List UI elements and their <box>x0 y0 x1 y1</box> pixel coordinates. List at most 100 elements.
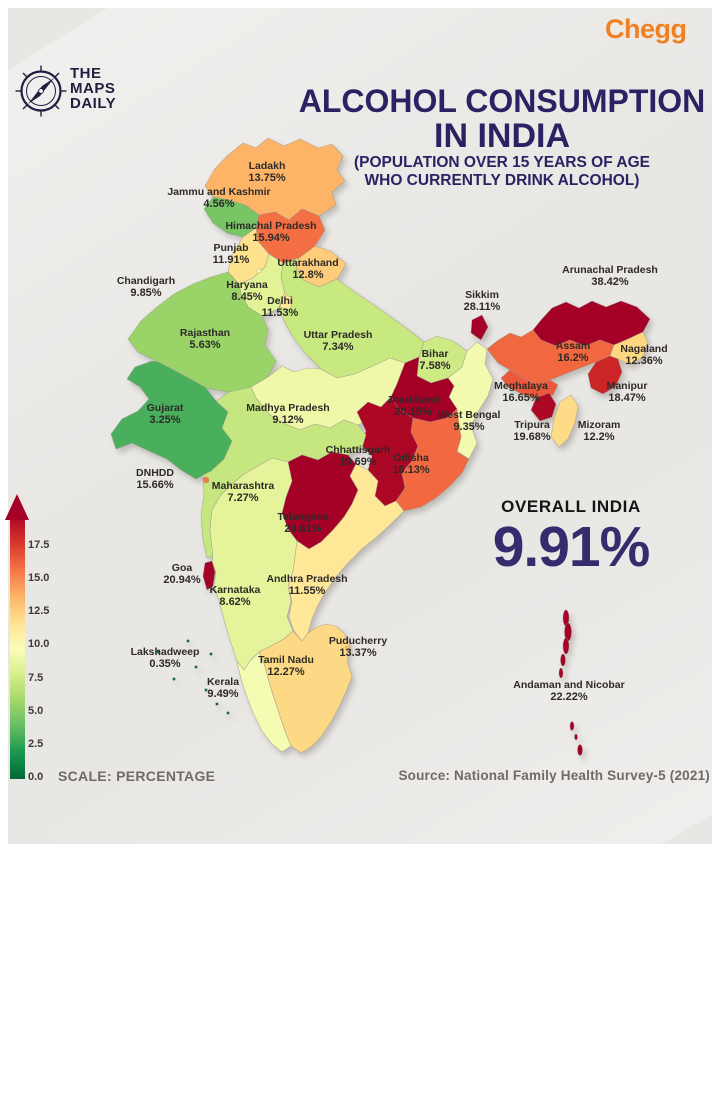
state-value: 38.42% <box>591 275 629 288</box>
state-name: Mizoram <box>577 419 621 431</box>
state-shape-lakshadweep <box>209 652 213 656</box>
state-label-telangana: Telangana 24.61% <box>228 511 378 535</box>
legend-gradient-bar <box>10 520 25 779</box>
state-shape-meghalaya <box>500 369 559 400</box>
infographic-alcohol-consumption-india: { "branding": { "chegg_logo": "Chegg", "… <box>0 0 720 852</box>
state-label-delhi: Delhi 11.53% <box>205 295 355 319</box>
state-value: 11.55% <box>288 584 326 597</box>
state-shape-andaman-and-nicobar <box>560 653 566 667</box>
state-value: 15.66% <box>136 478 174 491</box>
state-label-tamil-nadu: Tamil Nadu 12.27% <box>211 654 361 678</box>
state-name: Tamil Nadu <box>258 654 314 666</box>
state-name: Madhya Pradesh <box>246 402 330 414</box>
state-value: 20.94% <box>163 573 201 586</box>
chegg-logo: Chegg <box>605 14 687 44</box>
scale-caption: SCALE: PERCENTAGE <box>58 768 216 784</box>
state-label-bihar: Bihar 7.58% <box>360 348 510 372</box>
state-shape-dnhdd <box>202 476 210 484</box>
state-shape-tamil-nadu <box>258 623 353 754</box>
state-shape-lakshadweep <box>186 639 190 643</box>
state-name: Himachal Pradesh <box>225 220 317 232</box>
state-label-rajasthan: Rajasthan 5.63% <box>130 327 280 351</box>
state-shape-lakshadweep <box>194 665 198 669</box>
state-value: 19.69% <box>339 455 377 468</box>
source-caption: Source: National Family Health Survey-5 … <box>398 768 710 783</box>
state-name: Chhattisgarh <box>325 444 391 456</box>
state-value: 16.65% <box>502 391 540 404</box>
state-shape-odisha <box>395 408 470 512</box>
state-shape-lakshadweep <box>172 677 176 681</box>
state-name: Odisha <box>393 452 429 464</box>
state-value: 12.2% <box>583 430 615 443</box>
state-value: 13.75% <box>248 171 286 184</box>
state-value: 0.35% <box>149 657 181 670</box>
state-label-west-bengal: West Bengal 9.35% <box>394 409 544 433</box>
state-shape-andaman-and-nicobar <box>562 637 570 655</box>
state-name: Delhi <box>267 295 293 307</box>
page-subtitle-line2: WHO CURRENTLY DRINK ALCOHOL) <box>364 172 640 189</box>
legend-tick-15.0: 15.0 <box>28 572 50 585</box>
state-label-lakshadweep: Lakshadweep 0.35% <box>90 646 240 670</box>
state-name: Puducherry <box>328 635 388 647</box>
state-label-mizoram: Mizoram 12.2% <box>524 419 674 443</box>
state-shape-andaman-and-nicobar <box>569 721 575 731</box>
state-value: 9.12% <box>272 413 304 426</box>
state-label-uttar-pradesh: Uttar Pradesh 7.34% <box>263 329 413 353</box>
state-label-karnataka: Karnataka 8.62% <box>160 584 310 608</box>
state-shape-rajasthan <box>127 271 277 393</box>
state-label-gujarat: Gujarat 3.25% <box>90 402 240 426</box>
state-shape-manipur <box>587 355 623 395</box>
state-label-manipur: Manipur 18.47% <box>552 380 702 404</box>
state-shape-delhi <box>279 293 294 311</box>
state-value: 9.35% <box>453 420 485 433</box>
state-name: Meghalaya <box>494 380 548 392</box>
state-label-assam: Assam 16.2% <box>498 340 648 364</box>
state-value: 9.85% <box>130 286 162 299</box>
legend-tick-12.5: 12.5 <box>28 605 50 618</box>
state-value: 9.49% <box>207 687 239 700</box>
state-shape-karnataka <box>209 457 298 671</box>
state-name: Arunachal Pradesh <box>562 264 658 276</box>
overall-india-block: OVERALL INDIA 9.91% <box>451 497 691 577</box>
state-name: Karnataka <box>209 584 261 596</box>
state-label-dnhdd: DNHDD 15.66% <box>80 467 230 491</box>
state-value: 12.36% <box>625 354 663 367</box>
state-name: Punjab <box>213 242 249 254</box>
state-name: Uttar Pradesh <box>303 329 373 341</box>
state-name: Uttarakhand <box>277 257 339 269</box>
state-name: Maharashtra <box>211 480 275 492</box>
state-label-sikkim: Sikkim 28.11% <box>407 289 557 313</box>
state-value: 12.27% <box>267 665 305 678</box>
state-shape-chandigarh <box>256 268 262 274</box>
state-value: 19.68% <box>513 430 551 443</box>
state-value: 7.58% <box>419 359 451 372</box>
state-name: Sikkim <box>465 289 499 301</box>
state-value: 11.53% <box>261 306 299 319</box>
state-label-jammu-and-kashmir: Jammu and Kashmir 4.56% <box>144 186 294 210</box>
maps-daily-line3: DAILY <box>70 95 117 112</box>
state-label-andhra-pradesh: Andhra Pradesh 11.55% <box>232 573 382 597</box>
header: ALCOHOL CONSUMPTION IN INDIA (POPULATION… <box>290 84 714 190</box>
state-label-puducherry: Puducherry 13.37% <box>283 635 433 659</box>
state-label-arunachal-pradesh: Arunachal Pradesh 38.42% <box>535 264 685 288</box>
india-map <box>110 137 651 756</box>
state-value: 16.2% <box>557 351 589 364</box>
state-name: Goa <box>171 562 193 574</box>
state-label-tripura: Tripura 19.68% <box>457 419 607 443</box>
state-name: Jharkhand <box>386 394 440 406</box>
state-name: Andaman and Nicobar <box>513 679 625 691</box>
maps-daily-line2: MAPS <box>70 80 116 97</box>
state-shape-andaman-and-nicobar <box>577 744 583 756</box>
state-value: 8.62% <box>219 595 251 608</box>
state-label-meghalaya: Meghalaya 16.65% <box>446 380 596 404</box>
legend-tick-7.5: 7.5 <box>28 671 44 684</box>
state-name: Bihar <box>421 348 449 360</box>
state-label-chhattisgarh: Chhattisgarh 19.69% <box>283 444 433 468</box>
state-label-uttarakhand: Uttarakhand 12.8% <box>233 257 383 281</box>
state-name: Assam <box>555 340 591 352</box>
page-subtitle-line1: (POPULATION OVER 15 YEARS OF AGE <box>354 154 650 171</box>
legend-tick-10.0: 10.0 <box>28 638 50 651</box>
state-value: 7.34% <box>322 340 354 353</box>
state-label-punjab: Punjab 11.91% <box>156 242 306 266</box>
state-label-ladakh: Ladakh 13.75% <box>192 160 342 184</box>
